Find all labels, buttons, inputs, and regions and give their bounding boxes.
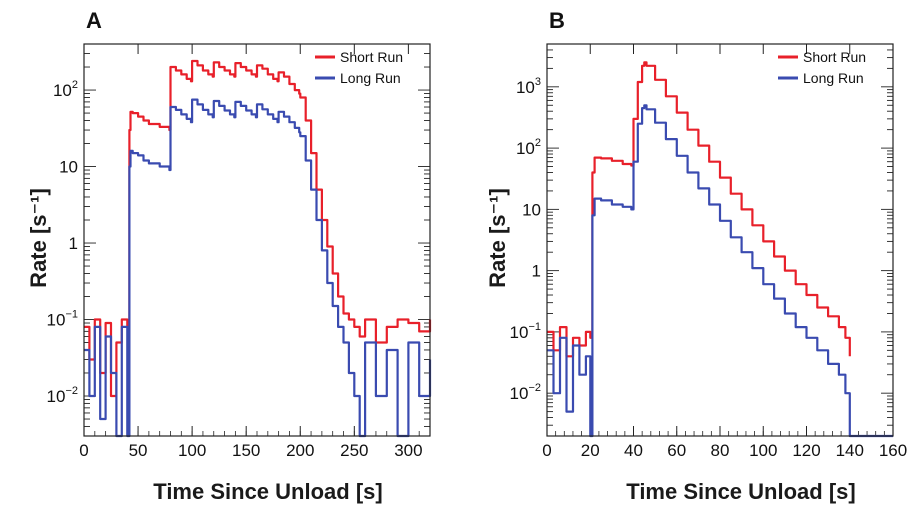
- y-tick-label: 10: [59, 158, 78, 177]
- series-line-short-run-a: [84, 59, 432, 398]
- plot-frame-b: [546, 43, 894, 437]
- series-line-short-run-b: [547, 61, 851, 358]
- x-tick-label: 160: [879, 441, 907, 460]
- series-line-long-run-b: [547, 104, 893, 438]
- x-tick-label: 150: [232, 441, 260, 460]
- legend-label-long-run-b: Long Run: [803, 70, 864, 86]
- legend-a: Short Run Long Run: [315, 49, 403, 86]
- series-line-long-run-a: [84, 98, 432, 438]
- x-tick-label: 0: [542, 441, 551, 460]
- x-tick-label: 0: [79, 441, 88, 460]
- x-axis-label-a: Time Since Unload [s]: [153, 479, 382, 504]
- axis-ticks-a: 0 50 100 150 200 250 300 10−2 10−1 1 10 102: [47, 43, 431, 460]
- x-tick-label: 50: [129, 441, 148, 460]
- x-tick-label: 250: [340, 441, 368, 460]
- legend-label-short-run-a: Short Run: [340, 49, 403, 65]
- series-group-b: [547, 61, 893, 438]
- panel-label-b: B: [549, 8, 565, 33]
- x-tick-label: 300: [394, 441, 422, 460]
- y-tick-label: 102: [53, 79, 78, 100]
- x-tick-label: 80: [711, 441, 730, 460]
- y-axis-label-b: Rate [s⁻¹]: [485, 188, 510, 288]
- chart-panel-b: B Time Since Unload [s] Rate [s⁻¹] 0 20 40…: [485, 8, 907, 504]
- y-tick-label: 10: [522, 200, 541, 219]
- x-tick-label: 100: [749, 441, 777, 460]
- y-tick-label: 10−2: [510, 382, 541, 403]
- x-axis-label-b: Time Since Unload [s]: [626, 479, 855, 504]
- legend-label-long-run-a: Long Run: [340, 70, 401, 86]
- plot-frame-a: [83, 43, 431, 437]
- y-tick-label: 10−1: [47, 309, 78, 330]
- x-tick-label: 200: [286, 441, 314, 460]
- y-tick-label: 10−1: [510, 321, 541, 342]
- y-tick-label: 1: [69, 234, 78, 253]
- x-tick-label: 40: [624, 441, 643, 460]
- x-tick-label: 120: [792, 441, 820, 460]
- x-tick-label: 20: [581, 441, 600, 460]
- chart-panel-a: A Time Since Unload [s] Rate [s⁻¹] 0 50 10…: [26, 8, 432, 504]
- series-group-a: [84, 59, 432, 438]
- y-tick-label: 103: [516, 76, 541, 97]
- y-axis-label-a: Rate [s⁻¹]: [26, 188, 51, 288]
- y-tick-label: 1: [532, 262, 541, 281]
- x-tick-label: 100: [178, 441, 206, 460]
- x-tick-label: 60: [667, 441, 686, 460]
- x-tick-label: 140: [836, 441, 864, 460]
- axis-ticks-b: 0 20 40 60 80 100 120 140 160 10−2 10−1 1 10 102 103: [510, 43, 907, 460]
- y-tick-label: 102: [516, 137, 541, 158]
- legend-label-short-run-b: Short Run: [803, 49, 866, 65]
- legend-b: Short Run Long Run: [778, 49, 866, 86]
- y-tick-label: 10−2: [47, 385, 78, 406]
- panel-label-a: A: [86, 8, 102, 33]
